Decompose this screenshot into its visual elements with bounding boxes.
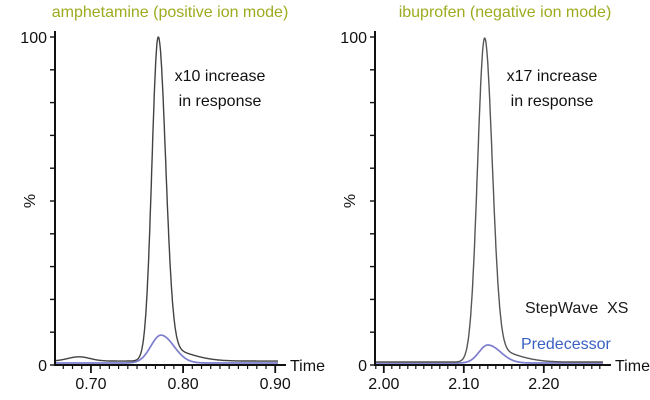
svg-text:2.20: 2.20 xyxy=(528,376,559,393)
svg-text:%: % xyxy=(22,194,39,208)
annotation-line: in response xyxy=(178,93,262,110)
svg-text:0: 0 xyxy=(38,358,47,375)
svg-text:100: 100 xyxy=(340,30,367,47)
svg-text:Time: Time xyxy=(290,358,325,375)
left-chart-title: amphetamine (positive ion mode) xyxy=(51,4,289,21)
svg-text:100: 100 xyxy=(20,30,47,47)
annotation-line: x17 increase xyxy=(506,68,598,85)
svg-text:Time: Time xyxy=(615,358,650,375)
svg-text:%: % xyxy=(342,194,359,208)
legend-stepwave-xs-label: StepWave XS xyxy=(525,300,629,317)
svg-text:0.70: 0.70 xyxy=(75,376,106,393)
svg-text:0.80: 0.80 xyxy=(168,376,199,393)
svg-text:0.90: 0.90 xyxy=(260,376,291,393)
right-chart-title: ibuprofen (negative ion mode) xyxy=(398,4,612,21)
annotation-line: in response xyxy=(510,93,594,110)
right-annotation: x17 increase in response xyxy=(487,64,617,114)
annotation-line: x10 increase xyxy=(174,68,266,85)
right-chromatogram-plot: 100 0% 2.00 2.10 2.20 Time xyxy=(340,30,650,393)
left-annotation: x10 increase in response xyxy=(155,64,285,114)
legend-predecessor-label: Predecessor xyxy=(521,336,611,353)
svg-text:2.10: 2.10 xyxy=(448,376,479,393)
svg-text:0: 0 xyxy=(358,358,367,375)
svg-text:2.00: 2.00 xyxy=(368,376,399,393)
